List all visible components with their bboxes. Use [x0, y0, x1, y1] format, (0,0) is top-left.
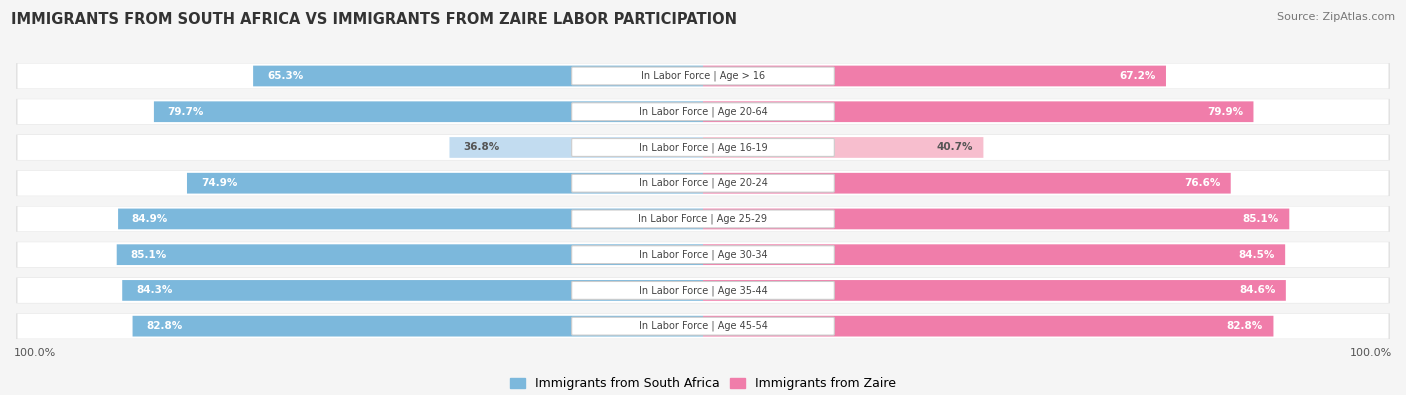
FancyBboxPatch shape	[572, 67, 834, 85]
Text: In Labor Force | Age 45-54: In Labor Force | Age 45-54	[638, 321, 768, 331]
FancyBboxPatch shape	[572, 282, 834, 299]
FancyBboxPatch shape	[572, 246, 834, 263]
FancyBboxPatch shape	[703, 209, 1289, 229]
FancyBboxPatch shape	[17, 278, 1389, 303]
FancyBboxPatch shape	[17, 171, 1389, 196]
FancyBboxPatch shape	[572, 103, 834, 120]
FancyBboxPatch shape	[253, 66, 703, 87]
FancyBboxPatch shape	[153, 102, 703, 122]
FancyBboxPatch shape	[15, 99, 1391, 124]
FancyBboxPatch shape	[703, 280, 1286, 301]
Text: 84.9%: 84.9%	[132, 214, 169, 224]
FancyBboxPatch shape	[117, 245, 703, 265]
FancyBboxPatch shape	[17, 207, 1389, 231]
FancyBboxPatch shape	[17, 64, 1389, 88]
Text: 82.8%: 82.8%	[1227, 321, 1263, 331]
Text: 84.6%: 84.6%	[1239, 286, 1275, 295]
Text: 85.1%: 85.1%	[131, 250, 167, 260]
FancyBboxPatch shape	[17, 242, 1389, 267]
Text: 100.0%: 100.0%	[1350, 348, 1392, 358]
Text: 84.5%: 84.5%	[1239, 250, 1275, 260]
FancyBboxPatch shape	[122, 280, 703, 301]
FancyBboxPatch shape	[15, 135, 1391, 160]
FancyBboxPatch shape	[703, 173, 1230, 194]
FancyBboxPatch shape	[572, 210, 834, 228]
Text: In Labor Force | Age 30-34: In Labor Force | Age 30-34	[638, 249, 768, 260]
Text: 79.9%: 79.9%	[1206, 107, 1243, 117]
FancyBboxPatch shape	[703, 316, 1274, 337]
FancyBboxPatch shape	[703, 245, 1285, 265]
Text: 74.9%: 74.9%	[201, 178, 238, 188]
FancyBboxPatch shape	[132, 316, 703, 337]
FancyBboxPatch shape	[450, 137, 703, 158]
Text: 79.7%: 79.7%	[167, 107, 204, 117]
FancyBboxPatch shape	[15, 242, 1391, 267]
FancyBboxPatch shape	[572, 317, 834, 335]
Text: 36.8%: 36.8%	[463, 143, 499, 152]
Text: In Labor Force | Age 20-64: In Labor Force | Age 20-64	[638, 107, 768, 117]
Text: In Labor Force | Age 35-44: In Labor Force | Age 35-44	[638, 285, 768, 296]
FancyBboxPatch shape	[572, 139, 834, 156]
FancyBboxPatch shape	[572, 174, 834, 192]
FancyBboxPatch shape	[15, 313, 1391, 339]
Text: 100.0%: 100.0%	[14, 348, 56, 358]
Text: In Labor Force | Age 16-19: In Labor Force | Age 16-19	[638, 142, 768, 153]
FancyBboxPatch shape	[15, 278, 1391, 303]
Text: In Labor Force | Age 20-24: In Labor Force | Age 20-24	[638, 178, 768, 188]
FancyBboxPatch shape	[15, 206, 1391, 232]
Text: 84.3%: 84.3%	[136, 286, 173, 295]
Text: Source: ZipAtlas.com: Source: ZipAtlas.com	[1277, 12, 1395, 22]
FancyBboxPatch shape	[187, 173, 703, 194]
FancyBboxPatch shape	[15, 63, 1391, 89]
Text: 82.8%: 82.8%	[146, 321, 183, 331]
Text: 67.2%: 67.2%	[1119, 71, 1156, 81]
FancyBboxPatch shape	[15, 170, 1391, 196]
Text: 85.1%: 85.1%	[1243, 214, 1279, 224]
Text: 65.3%: 65.3%	[267, 71, 304, 81]
Text: In Labor Force | Age 25-29: In Labor Force | Age 25-29	[638, 214, 768, 224]
FancyBboxPatch shape	[703, 137, 983, 158]
FancyBboxPatch shape	[17, 314, 1389, 339]
Text: 76.6%: 76.6%	[1184, 178, 1220, 188]
Text: 40.7%: 40.7%	[936, 143, 973, 152]
FancyBboxPatch shape	[703, 102, 1254, 122]
Legend: Immigrants from South Africa, Immigrants from Zaire: Immigrants from South Africa, Immigrants…	[505, 372, 901, 395]
FancyBboxPatch shape	[703, 66, 1166, 87]
Text: In Labor Force | Age > 16: In Labor Force | Age > 16	[641, 71, 765, 81]
Text: IMMIGRANTS FROM SOUTH AFRICA VS IMMIGRANTS FROM ZAIRE LABOR PARTICIPATION: IMMIGRANTS FROM SOUTH AFRICA VS IMMIGRAN…	[11, 12, 737, 27]
FancyBboxPatch shape	[17, 99, 1389, 124]
FancyBboxPatch shape	[118, 209, 703, 229]
FancyBboxPatch shape	[17, 135, 1389, 160]
